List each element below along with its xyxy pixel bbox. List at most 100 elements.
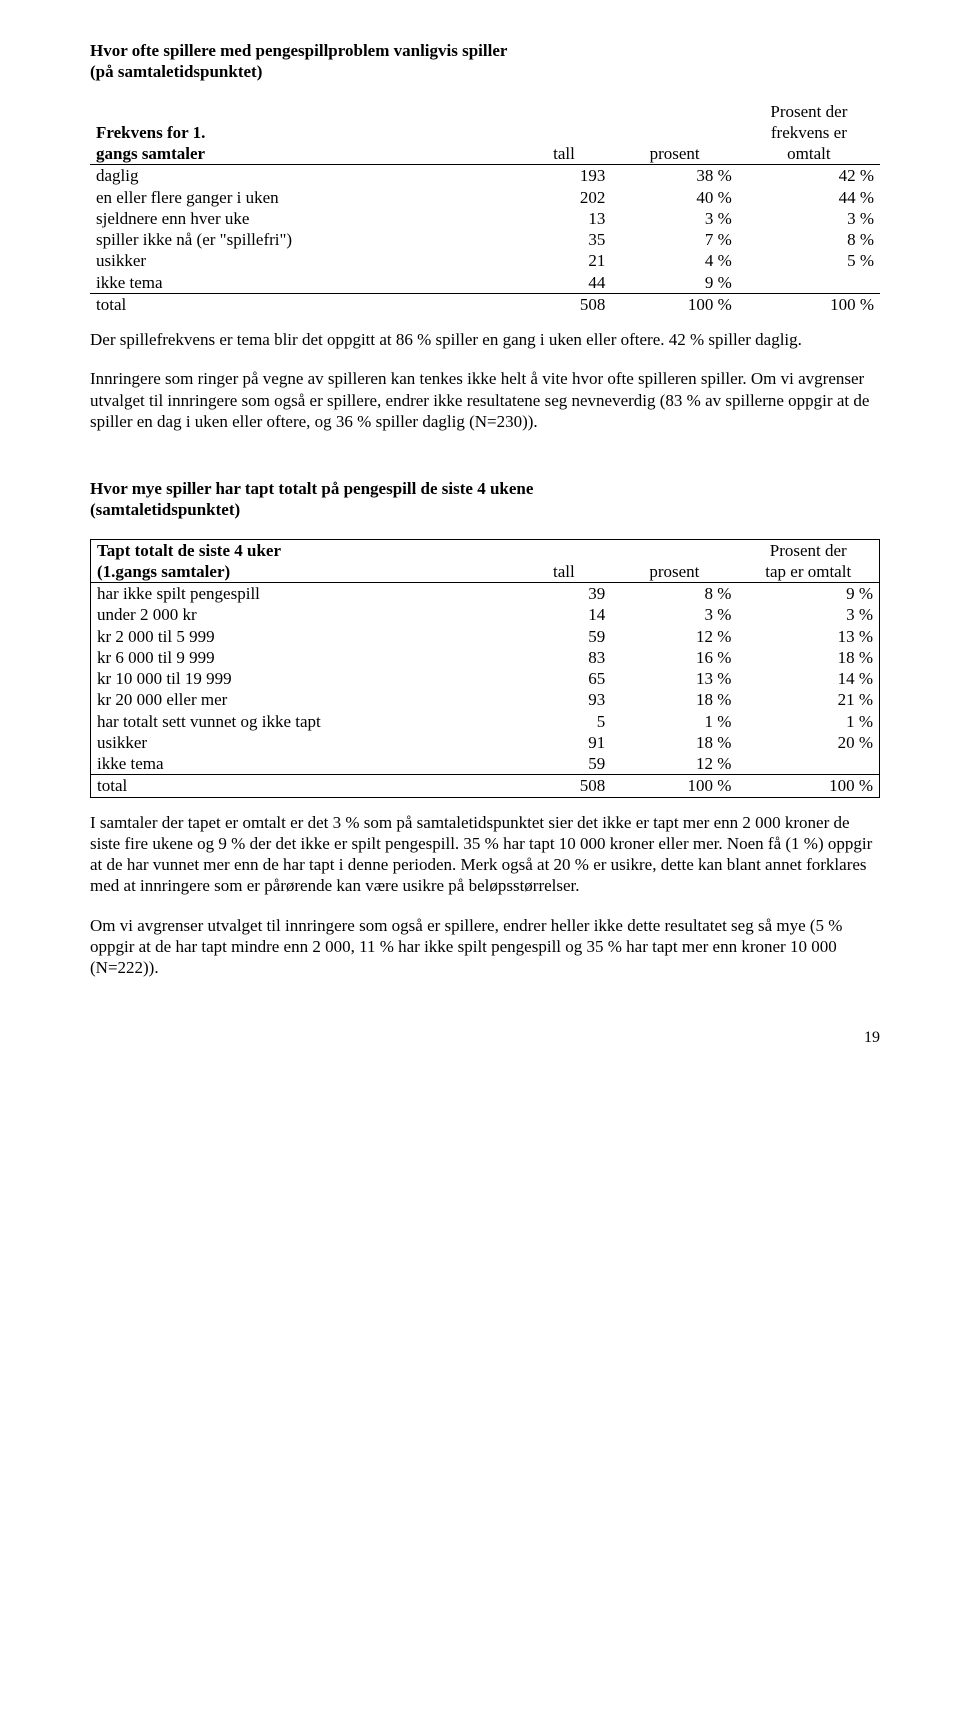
frequency-table: Frekvens for 1. gangs samtaler tall pros… [90, 101, 880, 316]
table-row: ikke tema 59 12 % [91, 753, 880, 775]
table-row: en eller flere ganger i uken 202 40 % 44… [90, 187, 880, 208]
cell: daglig [90, 165, 517, 187]
cell: 13 % [611, 668, 737, 689]
cell: under 2 000 kr [91, 604, 517, 625]
cell: 13 [517, 208, 612, 229]
cell [737, 753, 879, 775]
cell: 100 % [611, 293, 737, 315]
t1-header-c1: tall [517, 101, 612, 165]
t1-header-c3: Prosent der frekvens er omtalt [738, 101, 880, 165]
cell: 65 [517, 668, 612, 689]
cell: 44 % [738, 187, 880, 208]
t1-h3c: omtalt [787, 144, 830, 163]
cell: 16 % [611, 647, 737, 668]
t2-h3b: tap er omtalt [765, 562, 851, 581]
cell: har totalt sett vunnet og ikke tapt [91, 711, 517, 732]
cell: 93 [517, 689, 612, 710]
t2-h3a: Prosent der [770, 541, 847, 560]
section1-title-line2: (på samtaletidspunktet) [90, 62, 262, 81]
cell: 100 % [611, 775, 737, 797]
cell: usikker [91, 732, 517, 753]
cell: 39 [517, 583, 612, 605]
table-row: ikke tema 44 9 % [90, 272, 880, 294]
cell: 5 [517, 711, 612, 732]
cell: 9 % [737, 583, 879, 605]
cell: 12 % [611, 753, 737, 775]
cell: 508 [517, 775, 612, 797]
table-row: daglig 193 38 % 42 % [90, 165, 880, 187]
cell: spiller ikke nå (er "spillefri") [90, 229, 517, 250]
t1-h3b: frekvens er [771, 123, 847, 142]
cell: ikke tema [91, 753, 517, 775]
cell: 508 [517, 293, 612, 315]
section2-title-line1: Hvor mye spiller har tapt totalt på peng… [90, 479, 533, 498]
section1-title-line1: Hvor ofte spillere med pengespillproblem… [90, 41, 507, 60]
table-row: kr 2 000 til 5 999 59 12 % 13 % [91, 626, 880, 647]
t2-header-left: Tapt totalt de siste 4 uker (1.gangs sam… [91, 539, 517, 583]
cell: 100 % [737, 775, 879, 797]
cell: 7 % [611, 229, 737, 250]
section1-para2: Innringere som ringer på vegne av spille… [90, 368, 880, 432]
cell: sjeldnere enn hver uke [90, 208, 517, 229]
cell: 44 [517, 272, 612, 294]
table-row: har totalt sett vunnet og ikke tapt 5 1 … [91, 711, 880, 732]
t2-hl2: (1.gangs samtaler) [97, 562, 230, 581]
cell: 12 % [611, 626, 737, 647]
cell: en eller flere ganger i uken [90, 187, 517, 208]
t1-hl2: gangs samtaler [96, 144, 205, 163]
cell: 100 % [738, 293, 880, 315]
cell: 18 % [611, 689, 737, 710]
cell: total [91, 775, 517, 797]
cell: kr 10 000 til 19 999 [91, 668, 517, 689]
cell: 38 % [611, 165, 737, 187]
cell: ikke tema [90, 272, 517, 294]
table-total-row: total 508 100 % 100 % [91, 775, 880, 797]
cell: 91 [517, 732, 612, 753]
table-row: kr 10 000 til 19 999 65 13 % 14 % [91, 668, 880, 689]
cell: 3 % [737, 604, 879, 625]
page-number: 19 [90, 1028, 880, 1048]
table-row: har ikke spilt pengespill 39 8 % 9 % [91, 583, 880, 605]
table-row: kr 20 000 eller mer 93 18 % 21 % [91, 689, 880, 710]
cell: total [90, 293, 517, 315]
t2-hl1: Tapt totalt de siste 4 uker [97, 541, 281, 560]
t2-header-c3: Prosent der tap er omtalt [737, 539, 879, 583]
cell: har ikke spilt pengespill [91, 583, 517, 605]
cell: 40 % [611, 187, 737, 208]
section2-para2: Om vi avgrenser utvalget til innringere … [90, 915, 880, 979]
cell: 14 % [737, 668, 879, 689]
table-row: spiller ikke nå (er "spillefri") 35 7 % … [90, 229, 880, 250]
loss-table: Tapt totalt de siste 4 uker (1.gangs sam… [90, 539, 880, 798]
cell: 21 [517, 250, 612, 271]
table-row: usikker 91 18 % 20 % [91, 732, 880, 753]
cell: 8 % [738, 229, 880, 250]
cell: 193 [517, 165, 612, 187]
t2-header-c2: prosent [611, 539, 737, 583]
cell: 1 % [611, 711, 737, 732]
t1-h3a: Prosent der [770, 102, 847, 121]
t1-header-left: Frekvens for 1. gangs samtaler [90, 101, 517, 165]
t2-header-c1: tall [517, 539, 612, 583]
cell: 202 [517, 187, 612, 208]
cell: 3 % [611, 208, 737, 229]
table-row: usikker 21 4 % 5 % [90, 250, 880, 271]
cell: kr 6 000 til 9 999 [91, 647, 517, 668]
table-row: under 2 000 kr 14 3 % 3 % [91, 604, 880, 625]
cell: 21 % [737, 689, 879, 710]
section2-para1: I samtaler der tapet er omtalt er det 3 … [90, 812, 880, 897]
cell: 20 % [737, 732, 879, 753]
cell: 35 [517, 229, 612, 250]
t1-header-c2: prosent [611, 101, 737, 165]
cell: 14 [517, 604, 612, 625]
cell: 42 % [738, 165, 880, 187]
table-total-row: total 508 100 % 100 % [90, 293, 880, 315]
cell: 9 % [611, 272, 737, 294]
cell: 5 % [738, 250, 880, 271]
cell: 4 % [611, 250, 737, 271]
section1-para1: Der spillefrekvens er tema blir det oppg… [90, 329, 880, 350]
cell: 13 % [737, 626, 879, 647]
cell: kr 20 000 eller mer [91, 689, 517, 710]
cell: 18 % [737, 647, 879, 668]
section2-title: Hvor mye spiller har tapt totalt på peng… [90, 478, 880, 521]
table-row: sjeldnere enn hver uke 13 3 % 3 % [90, 208, 880, 229]
